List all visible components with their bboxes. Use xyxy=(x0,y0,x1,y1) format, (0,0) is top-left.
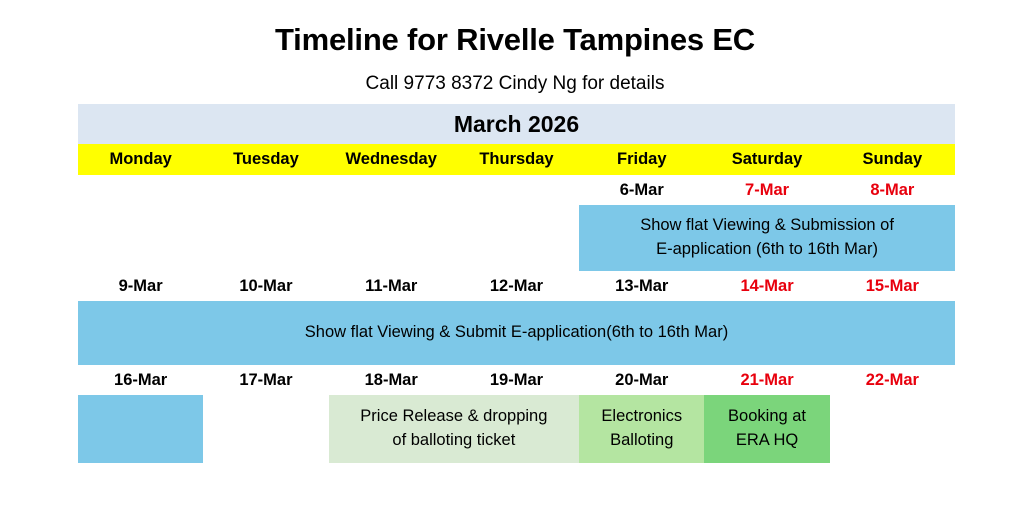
date-cell-21-mar: 21-Mar xyxy=(704,365,830,395)
day-of-week-row: Monday Tuesday Wednesday Thursday Friday… xyxy=(78,144,955,175)
event-electronics-balloting: Electronics Balloting xyxy=(579,395,705,463)
dow-saturday: Saturday xyxy=(704,144,830,175)
date-cell-7-mar: 7-Mar xyxy=(704,175,830,205)
dow-thursday: Thursday xyxy=(453,144,580,175)
event-line-1: Booking at xyxy=(728,407,807,426)
week3-event-spacer-end xyxy=(829,395,955,463)
date-cell-empty-tue xyxy=(203,175,329,205)
date-cell-empty-wed xyxy=(328,175,454,205)
event-line-2: of balloting ticket xyxy=(392,431,516,449)
date-cell-empty-mon xyxy=(78,175,204,205)
date-cell-11-mar: 11-Mar xyxy=(328,271,454,301)
date-cell-22-mar: 22-Mar xyxy=(829,365,955,395)
week1-date-row: 6-Mar 7-Mar 8-Mar xyxy=(78,175,955,205)
event-price-release: Price Release & dropping of balloting ti… xyxy=(328,395,580,463)
event-line-1: Show flat Viewing & Submission of xyxy=(640,216,894,235)
calendar-container: March 2026 Monday Tuesday Wednesday Thur… xyxy=(78,104,955,463)
week1-event-row: Show flat Viewing & Submission of E-appl… xyxy=(78,205,955,271)
date-cell-17-mar: 17-Mar xyxy=(203,365,329,395)
date-cell-19-mar: 19-Mar xyxy=(453,365,580,395)
event-viewing-tail xyxy=(78,395,204,463)
event-line-2: Balloting xyxy=(610,431,674,449)
month-header: March 2026 xyxy=(78,104,955,144)
event-line-2: E-application (6th to 16th Mar) xyxy=(656,240,879,258)
week3-event-spacer xyxy=(203,395,329,463)
date-cell-20-mar: 20-Mar xyxy=(579,365,705,395)
date-cell-15-mar: 15-Mar xyxy=(829,271,955,301)
event-line-1: Electronics xyxy=(601,407,683,426)
date-cell-18-mar: 18-Mar xyxy=(328,365,454,395)
week3-event-row: Price Release & dropping of balloting ti… xyxy=(78,395,955,463)
date-cell-12-mar: 12-Mar xyxy=(453,271,580,301)
event-line-2: ERA HQ xyxy=(735,431,799,449)
dow-friday: Friday xyxy=(579,144,705,175)
week1-event-spacer xyxy=(78,205,580,271)
date-cell-9-mar: 9-Mar xyxy=(78,271,204,301)
date-cell-10-mar: 10-Mar xyxy=(203,271,329,301)
event-booking-era-hq: Booking at ERA HQ xyxy=(704,395,830,463)
week3-date-row: 16-Mar 17-Mar 18-Mar 19-Mar 20-Mar 21-Ma… xyxy=(78,365,955,395)
date-cell-6-mar: 6-Mar xyxy=(579,175,705,205)
event-showflat-viewing-submit: Show flat Viewing & Submit E-application… xyxy=(78,301,955,365)
event-line-1: Price Release & dropping xyxy=(360,407,548,426)
dow-monday: Monday xyxy=(78,144,204,175)
week2-event-row: Show flat Viewing & Submit E-application… xyxy=(78,301,955,365)
calendar-grid: Monday Tuesday Wednesday Thursday Friday… xyxy=(78,144,955,463)
dow-tuesday: Tuesday xyxy=(203,144,329,175)
date-cell-14-mar: 14-Mar xyxy=(704,271,830,301)
dow-sunday: Sunday xyxy=(829,144,955,175)
date-cell-8-mar: 8-Mar xyxy=(829,175,955,205)
date-cell-16-mar: 16-Mar xyxy=(78,365,204,395)
dow-wednesday: Wednesday xyxy=(328,144,454,175)
page-title: Timeline for Rivelle Tampines EC xyxy=(275,22,755,57)
event-showflat-viewing-submission: Show flat Viewing & Submission of E-appl… xyxy=(579,205,955,271)
date-cell-13-mar: 13-Mar xyxy=(579,271,705,301)
week2-date-row: 9-Mar 10-Mar 11-Mar 12-Mar 13-Mar 14-Mar… xyxy=(78,271,955,301)
date-cell-empty-thu xyxy=(453,175,580,205)
page-subtitle: Call 9773 8372 Cindy Ng for details xyxy=(365,73,665,94)
